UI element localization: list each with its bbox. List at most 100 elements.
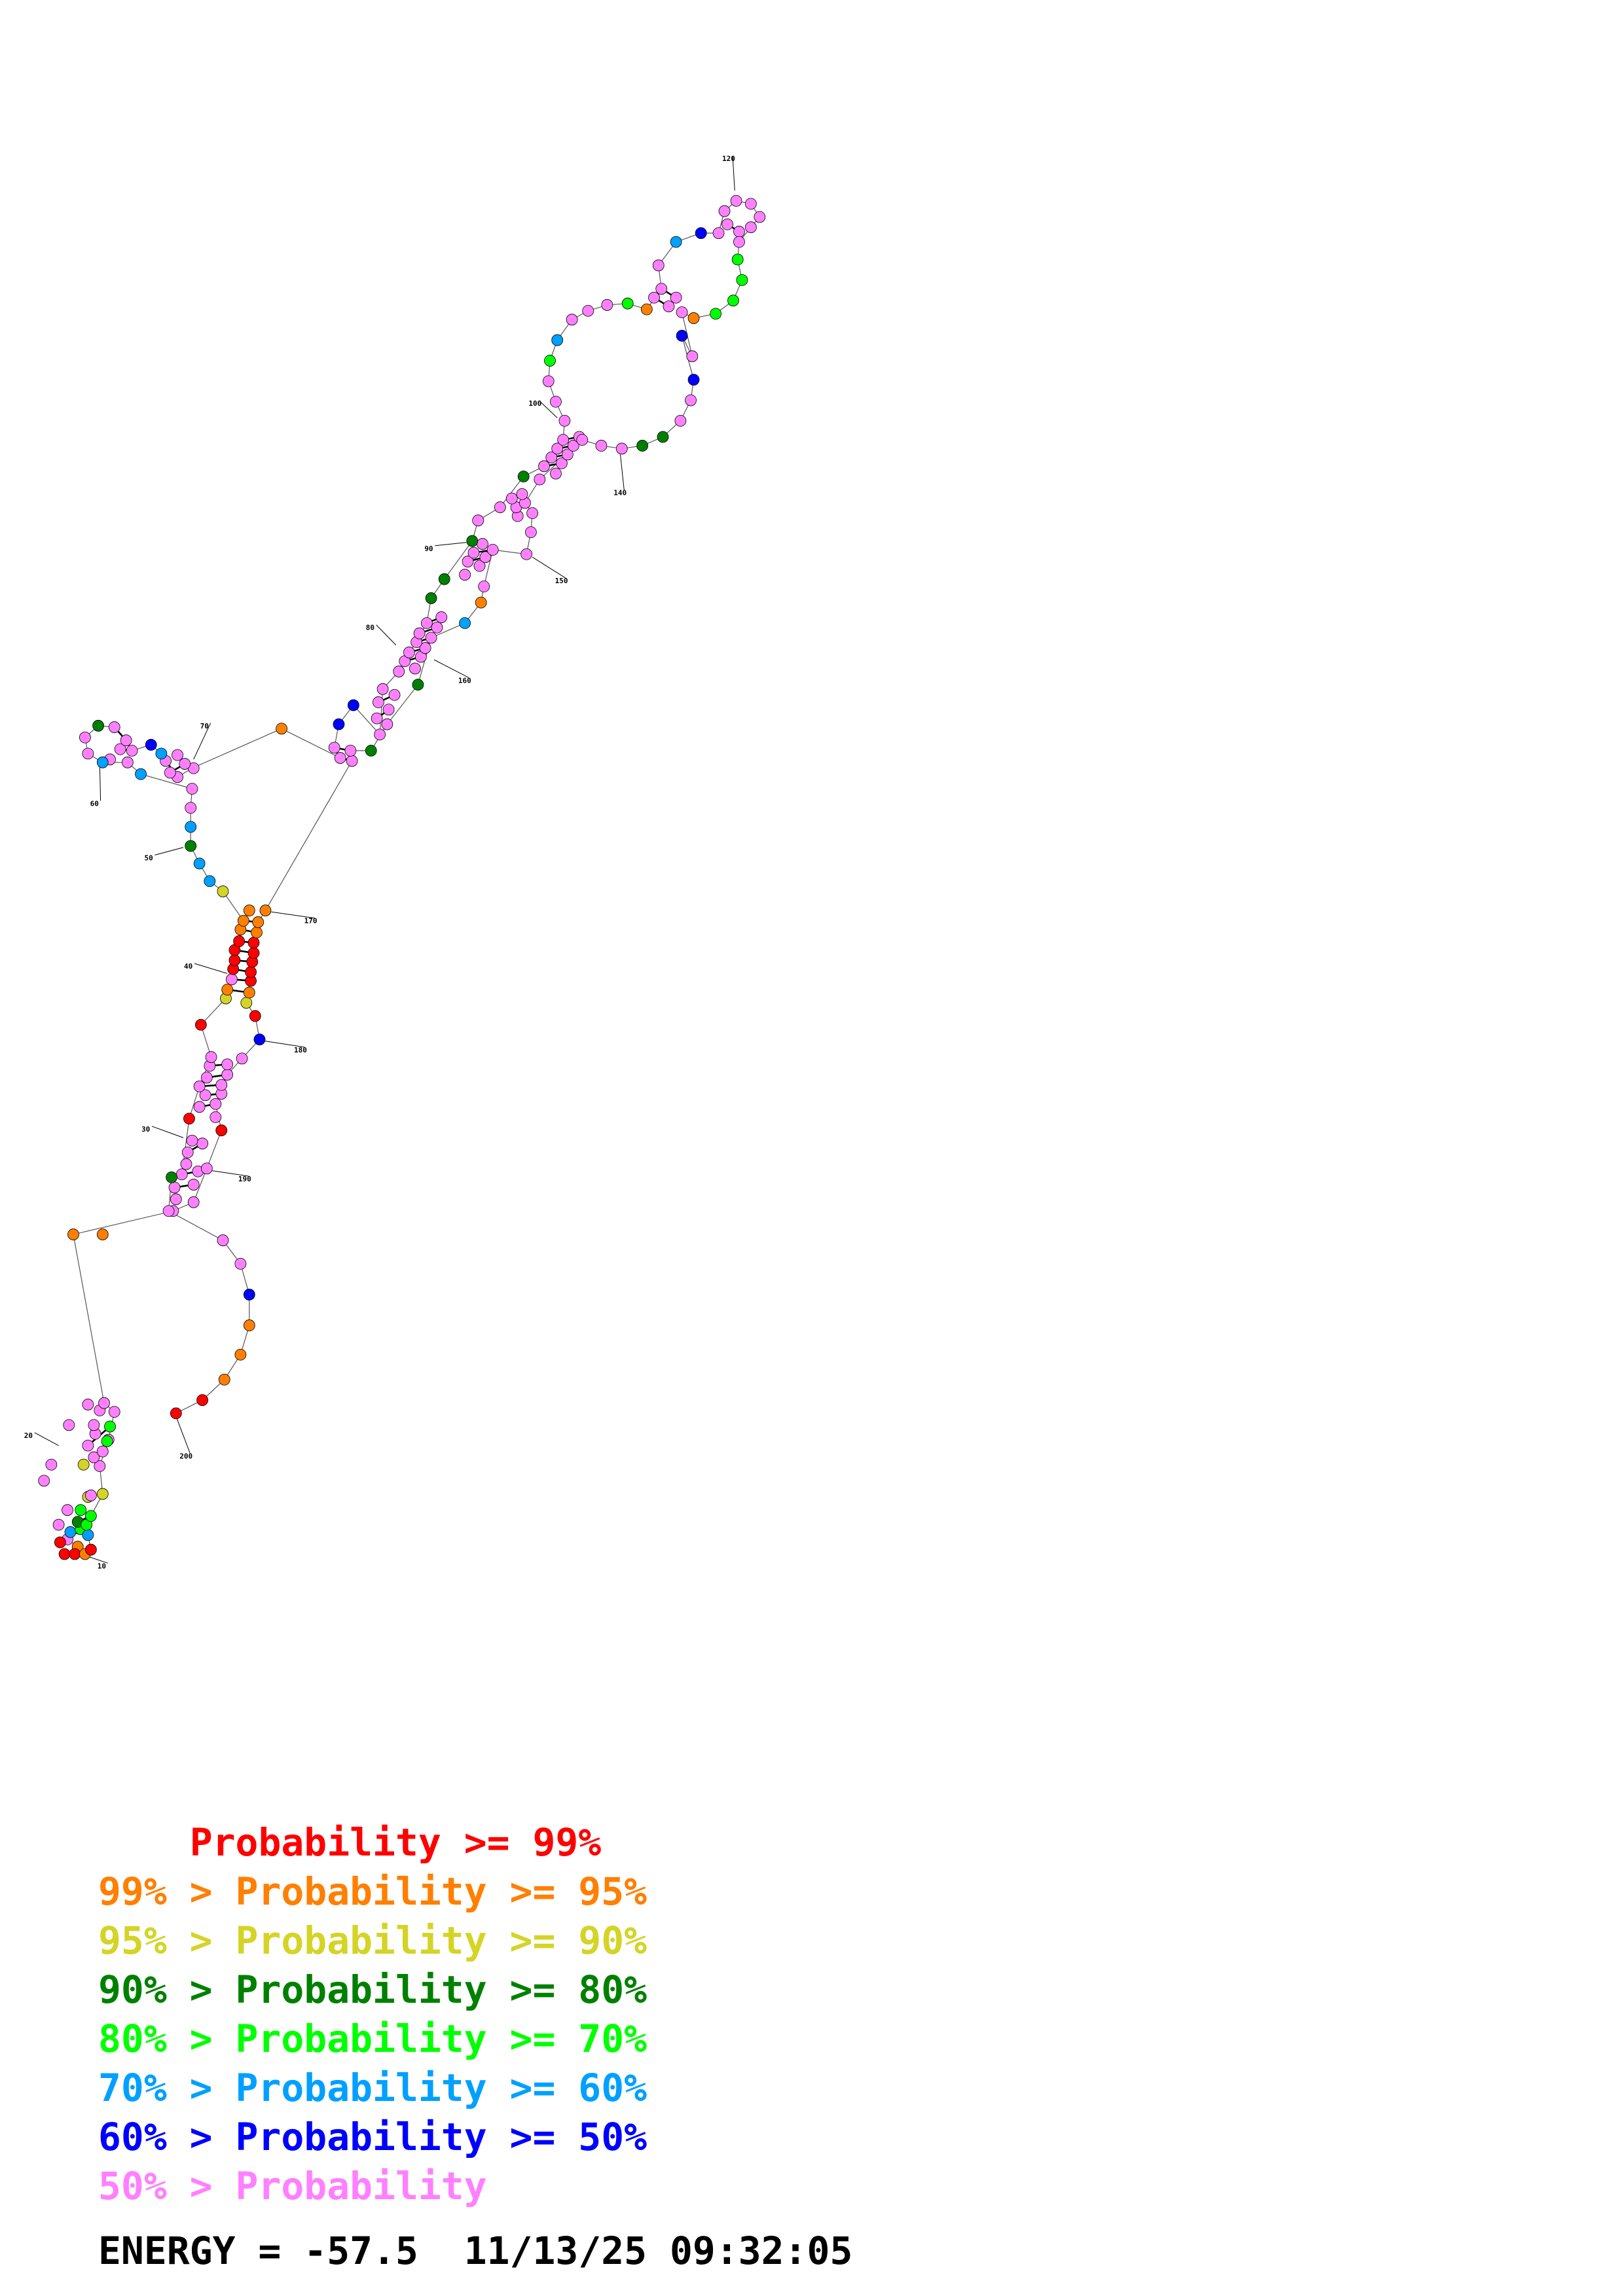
legend-text: Probability >= 95% <box>235 1869 647 1914</box>
nucleotide-circle <box>69 1548 81 1560</box>
nucleotide-circle <box>180 1158 192 1170</box>
nucleotide-circle <box>186 783 198 795</box>
nucleotide-circle <box>126 744 138 757</box>
nucleotide-circle <box>67 1229 79 1240</box>
nucleotide-circle <box>524 526 537 539</box>
position-label: 120 <box>722 154 735 163</box>
nucleotide-circle <box>88 1451 100 1463</box>
nucleotide-circle <box>425 632 437 644</box>
nucleotide-circle <box>744 198 757 210</box>
nucleotide-circle <box>228 954 241 967</box>
nucleotide-circle <box>505 492 518 505</box>
backbone-line <box>60 200 761 1555</box>
nucleotide-circle <box>438 573 450 585</box>
nucleotide-circle <box>233 935 246 947</box>
energy-value: -57.5 <box>304 2229 418 2273</box>
nucleotide-circle <box>234 1348 247 1361</box>
nucleotide-circle <box>193 1101 206 1113</box>
nucleotide-circle <box>381 718 393 730</box>
nucleotide-circle <box>551 442 564 455</box>
nucleotide-circle <box>88 1419 100 1431</box>
nucleotide-circle <box>388 689 401 701</box>
nucleotide-circle <box>200 1071 213 1084</box>
nucleotide-circle <box>550 395 562 408</box>
nucleotide-circle <box>185 840 197 852</box>
nucleotide-circle <box>475 596 487 609</box>
nucleotide-circle <box>104 1420 116 1433</box>
nucleotide-circle <box>670 236 682 248</box>
legend-prefix: 50% > <box>98 2164 236 2208</box>
nucleotide-circle <box>186 1134 198 1147</box>
legend-text: Probability >= 60% <box>235 2066 647 2110</box>
nucleotide-circle <box>516 488 528 500</box>
nucleotide-circle <box>218 1373 230 1386</box>
nucleotide-circle <box>561 448 574 461</box>
position-label: 200 <box>179 1452 192 1460</box>
nucleotide-circle <box>252 916 264 928</box>
nucleotide-circle <box>676 330 688 342</box>
legend-prefix: 60% > <box>98 2115 236 2159</box>
nucleotide-circle <box>648 291 660 304</box>
nucleotide-circle <box>94 1460 106 1472</box>
legend-prefix: 99% > <box>98 1869 236 1914</box>
nucleotide-circle <box>96 1445 109 1458</box>
nucleotide-circle <box>221 984 234 996</box>
nucleotide-circle <box>347 699 359 711</box>
nucleotide-circle <box>652 259 665 272</box>
nucleotide-circle <box>221 1069 234 1081</box>
nucleotide-circle <box>162 1205 175 1217</box>
nucleotide-circle <box>718 205 731 217</box>
nucleotide-circle <box>193 1080 206 1092</box>
nucleotide-circle <box>435 611 448 623</box>
nucleotide-circle <box>374 728 386 741</box>
nucleotide-circle <box>733 236 745 248</box>
nucleotide-circle <box>663 300 675 313</box>
legend-text: Probability >= 80% <box>235 1967 647 2012</box>
nucleotide-circle <box>657 431 669 443</box>
position-tick <box>271 911 315 919</box>
position-label: 160 <box>458 676 471 685</box>
nucleotide-circle <box>517 471 530 482</box>
nucleotide-circle <box>183 1113 195 1125</box>
nucleotide-circle <box>695 227 707 240</box>
energy-footer: ENERGY = -57.5 11/13/25 09:32:05 <box>98 2229 852 2273</box>
nucleotide-circle <box>601 299 613 311</box>
nucleotide-circle <box>473 560 486 572</box>
nucleotide-circle <box>479 551 492 564</box>
nucleotide-circle <box>733 226 745 238</box>
nucleotide-circle <box>243 1319 255 1331</box>
nucleotide-circle <box>215 1124 228 1136</box>
nucleotide-circle <box>542 375 555 387</box>
position-tick <box>539 400 558 418</box>
nucleotide-circle <box>494 501 506 513</box>
nucleotide-circle <box>164 766 176 779</box>
position-tick <box>376 624 397 645</box>
legend-text: Probability >= 50% <box>235 2115 647 2159</box>
legend-prefix: 80% > <box>98 2017 236 2061</box>
nucleotide-circle <box>205 1051 217 1063</box>
position-tick <box>34 1432 59 1446</box>
nucleotide-circle <box>556 457 568 469</box>
nucleotide-circle <box>467 547 480 559</box>
nucleotide-circle <box>520 548 533 560</box>
timestamp: 11/13/25 09:32:05 <box>464 2229 853 2273</box>
nucleotide-circle <box>64 1526 77 1538</box>
nucleotide-circle <box>687 374 700 386</box>
nucleotide-circle <box>170 1193 182 1206</box>
position-label: 30 <box>141 1125 150 1134</box>
nucleotide-circle <box>459 617 471 629</box>
nucleotide-circle <box>403 646 415 658</box>
nucleotide-circle <box>344 744 357 757</box>
nucleotide-circle <box>567 440 579 452</box>
nucleotide-circle <box>721 218 733 230</box>
position-tick <box>206 1170 249 1177</box>
legend-prefix: 70% > <box>98 2066 236 2110</box>
position-tick <box>732 155 735 191</box>
position-label: 190 <box>238 1175 251 1183</box>
nucleotide-circle <box>557 434 570 446</box>
nucleotide-circle <box>376 683 389 695</box>
position-tick <box>264 1040 305 1048</box>
legend-prefix: 90% > <box>98 1967 236 2012</box>
nucleotide-circle <box>744 221 757 234</box>
nucleotide-circle <box>712 227 725 240</box>
